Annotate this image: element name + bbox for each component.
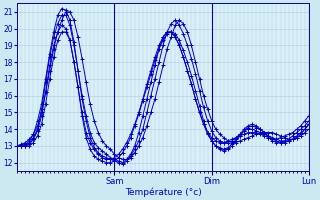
X-axis label: Température (°c): Température (°c)	[125, 187, 202, 197]
